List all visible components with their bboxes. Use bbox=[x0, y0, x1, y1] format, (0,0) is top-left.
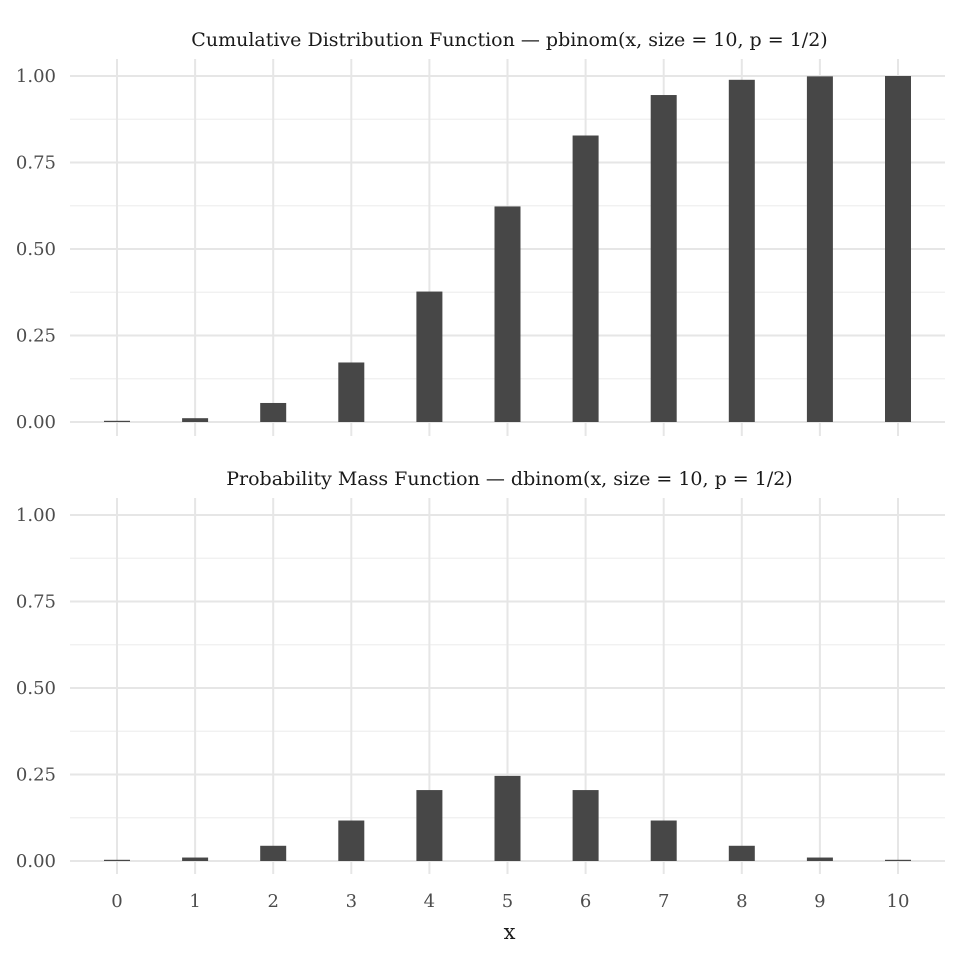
bar-x-9 bbox=[806, 857, 833, 861]
bar-x-8 bbox=[728, 845, 755, 861]
x-tick-label: 7 bbox=[658, 891, 669, 912]
x-axis-title: x bbox=[504, 920, 516, 944]
y-tick-label: 0.50 bbox=[16, 678, 56, 699]
bar-x-0 bbox=[104, 420, 130, 422]
chart-panel-1: 0.00 0.25 0.50 0.75 1.00 Cumulative Distribut… bbox=[16, 29, 945, 436]
bar-x-1 bbox=[182, 418, 209, 422]
bar-x-10 bbox=[885, 859, 911, 861]
y-tick-label: 0.25 bbox=[16, 765, 56, 786]
bar-x-7 bbox=[650, 820, 677, 861]
x-tick-label: 3 bbox=[346, 891, 357, 912]
x-tick-label: 4 bbox=[424, 891, 435, 912]
x-tick-label: 0 bbox=[111, 891, 122, 912]
bar-x-10 bbox=[885, 76, 911, 422]
bar-x-6 bbox=[572, 790, 599, 861]
y-tick-label: 0.00 bbox=[16, 851, 56, 872]
y-tick-label: 0.75 bbox=[16, 592, 56, 613]
y-tick-label: 0.25 bbox=[16, 326, 56, 347]
bar-x-4 bbox=[416, 291, 443, 422]
bar-x-1 bbox=[182, 857, 209, 861]
y-tick-label: 1.00 bbox=[16, 66, 56, 87]
x-tick-label: 10 bbox=[887, 891, 910, 912]
bar-x-7 bbox=[650, 95, 677, 422]
y-tick-label: 0.75 bbox=[16, 153, 56, 174]
y-tick-label: 1.00 bbox=[16, 505, 56, 526]
bar-x-6 bbox=[572, 135, 599, 422]
x-tick-label: 5 bbox=[502, 891, 513, 912]
bar-x-3 bbox=[338, 820, 365, 861]
x-tick-label: 1 bbox=[189, 891, 200, 912]
panel-title: Cumulative Distribution Function — pbino… bbox=[191, 29, 827, 51]
chart-panel-2: 0.00 0.25 0.50 0.75 1.00 Probability Mass Fun… bbox=[16, 468, 945, 944]
bar-x-2 bbox=[260, 845, 287, 861]
x-tick-label: 9 bbox=[814, 891, 825, 912]
x-tick-label: 2 bbox=[267, 891, 278, 912]
bar-x-0 bbox=[104, 859, 130, 861]
bar-x-5 bbox=[494, 206, 521, 422]
bar-x-8 bbox=[728, 79, 755, 422]
x-tick-label: 6 bbox=[580, 891, 591, 912]
y-tick-label: 0.00 bbox=[16, 412, 56, 433]
bar-x-2 bbox=[260, 402, 287, 422]
bar-x-3 bbox=[338, 362, 365, 422]
x-tick-label: 8 bbox=[736, 891, 747, 912]
y-tick-label: 0.50 bbox=[16, 239, 56, 260]
bar-x-9 bbox=[806, 76, 833, 422]
bar-x-4 bbox=[416, 790, 443, 861]
bar-x-5 bbox=[494, 775, 521, 861]
panel-title: Probability Mass Function — dbinom(x, si… bbox=[226, 468, 792, 490]
